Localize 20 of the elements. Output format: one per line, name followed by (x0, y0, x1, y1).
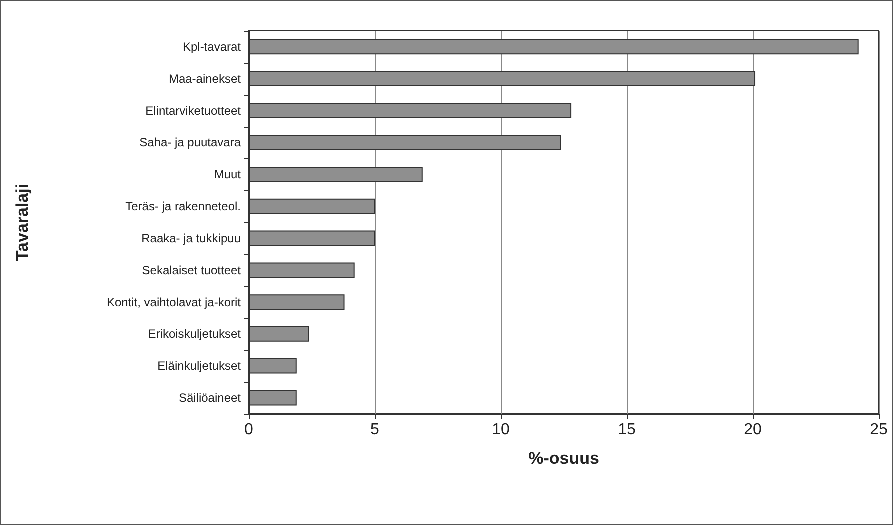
y-tick-label: Maa-ainekset (168, 72, 242, 86)
y-tick-label: Erikoiskuljetukset (148, 327, 242, 342)
y-tick-label: Saha- ja puutavara (140, 136, 242, 150)
y-tick-label: Teräs- ja rakenneteol. (126, 200, 241, 214)
x-tick-label: 25 (870, 422, 888, 438)
x-tick-label: 20 (744, 422, 762, 438)
y-tick-label: Elintarviketuotteet (146, 104, 242, 118)
y-tick-label: Säiliöaineet (178, 391, 242, 406)
x-tick-label: 0 (244, 422, 254, 438)
x-tick-label: 10 (492, 422, 510, 438)
y-tick-label: Sekalaiset tuotteet (142, 263, 242, 278)
x-axis-title: %-osuus (528, 449, 600, 468)
y-tick-label: Kontit, vaihtolavat ja-korit (106, 295, 242, 310)
y-tick-label: Raaka- ja tukkipuu (142, 231, 241, 246)
x-tick-label: 15 (618, 422, 636, 438)
y-tick-label: Kpl-tavarat (182, 40, 242, 54)
y-axis-title: Tavaralaji (13, 184, 32, 262)
y-tick-label: Muut (214, 168, 242, 182)
x-tick-label: 5 (370, 422, 380, 438)
y-tick-label: Eläinkuljetukset (158, 359, 242, 374)
